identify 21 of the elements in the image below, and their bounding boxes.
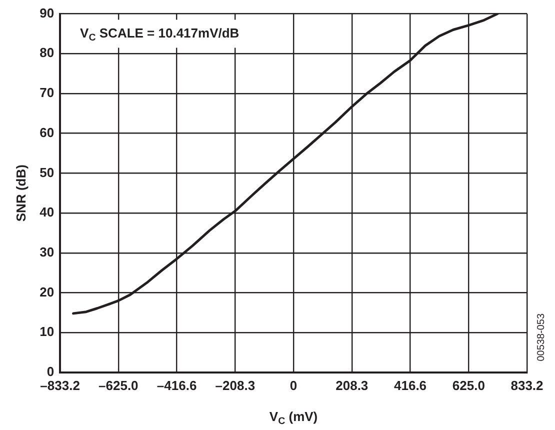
x-tick-label: –833.2: [40, 378, 80, 393]
y-tick-label: 90: [40, 5, 54, 20]
y-tick-label: 80: [40, 45, 54, 60]
y-tick-label: 50: [40, 164, 54, 180]
y-tick-label: 60: [40, 124, 54, 140]
x-tick-label: –208.3: [215, 378, 256, 393]
y-tick-label: 0: [46, 364, 54, 379]
x-tick-label: 416.6: [394, 378, 427, 393]
x-tick-label: –416.6: [156, 378, 197, 393]
x-tick-label: 208.3: [336, 378, 368, 393]
x-tick-label: –625.0: [98, 378, 138, 393]
text: 00538-053: [536, 313, 547, 362]
y-tick-label: 10: [40, 324, 54, 340]
y-axis-title: SNR (dB): [13, 164, 28, 222]
x-tick-label: 625.0: [452, 378, 485, 393]
y-tick-label: 70: [40, 85, 54, 100]
y-tick-label: 20: [40, 284, 54, 300]
x-tick-label: 0: [290, 378, 298, 393]
y-tick-label: 40: [40, 204, 54, 220]
x-tick-label: 833.2: [510, 378, 544, 393]
y-tick-label: 30: [40, 244, 54, 260]
